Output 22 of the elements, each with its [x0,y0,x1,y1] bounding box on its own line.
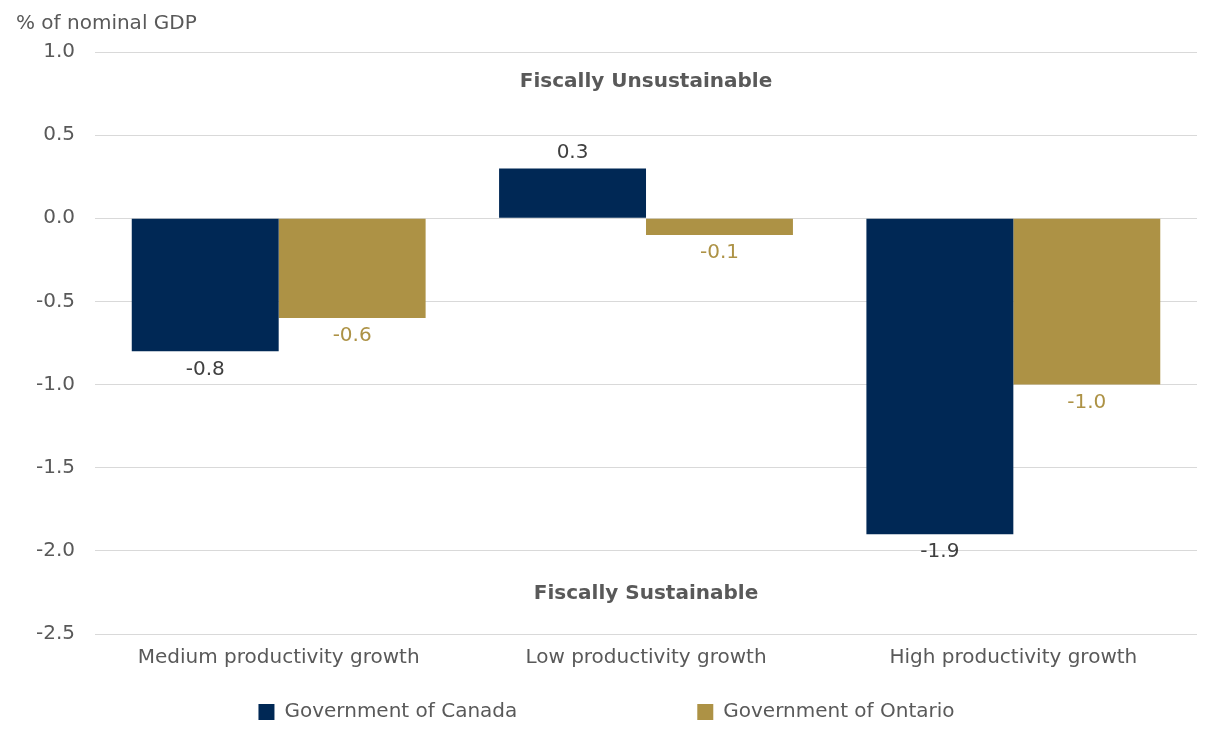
y-tick-label: -2.5 [35,620,76,645]
y-tick-label: -1.5 [35,453,76,478]
y-tick-label: -0.5 [35,287,76,312]
y-tick-label: 1.0 [43,38,76,63]
data-label: -1.9 [920,538,960,563]
y-tick-label: -2.0 [35,537,76,562]
data-label: -0.8 [185,355,225,380]
annotation: Fiscally Sustainable [533,580,759,605]
data-label: -0.1 [699,239,739,264]
annotation: Fiscally Unsustainable [519,68,773,93]
data-label: -0.6 [332,322,372,347]
y-tick-label: 0.0 [43,204,76,229]
y-axis-title: % of nominal GDP [16,10,197,35]
data-label: 0.3 [556,138,589,163]
legend-label: Government of Canada [284,698,678,723]
data-label: -1.0 [1067,388,1107,413]
x-tick-label: Medium productivity growth [137,644,420,669]
x-tick-label: High productivity growth [889,644,1138,669]
y-tick-label: -1.0 [35,370,76,395]
x-tick-label: Low productivity growth [525,644,767,669]
legend-label: Government of Ontario [723,698,955,723]
y-tick-label: 0.5 [43,121,76,146]
